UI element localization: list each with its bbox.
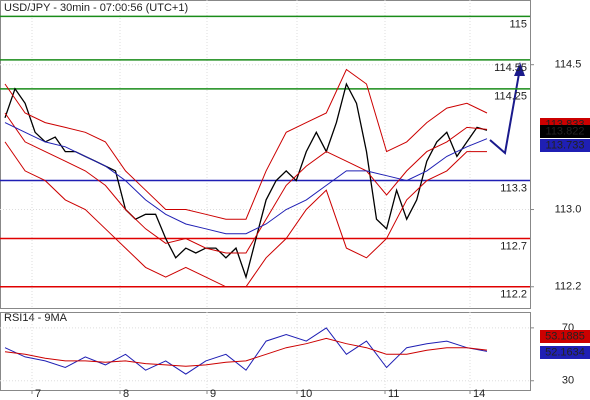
series-line — [4, 141, 487, 288]
level-label: 115 — [509, 18, 527, 30]
forecast-arrow — [489, 67, 521, 155]
price-box — [540, 139, 590, 152]
x-tick-label: 10 — [300, 388, 312, 400]
price-box — [540, 330, 590, 343]
price-box-label: 113.733 — [546, 139, 585, 151]
x-tick-label: 8 — [123, 388, 129, 400]
price-box-label: 52.1634 — [545, 346, 585, 358]
x-tick-label: 7 — [35, 388, 41, 400]
level-label: 114.25 — [494, 91, 527, 103]
price-box — [540, 346, 590, 359]
y-tick-label: 30 — [562, 375, 574, 387]
series-line — [4, 122, 488, 235]
price-box-label: 113.822 — [546, 125, 585, 137]
chart-title: USD/JPY - 30min - 07:00:56 (UTC+1) — [4, 2, 188, 14]
x-tick-label: 9 — [210, 388, 216, 400]
rsi-title: RSI14 - 9MA — [4, 312, 68, 324]
level-label: 113.3 — [500, 182, 527, 194]
y-tick-label: 113.0 — [555, 203, 582, 215]
series-line — [4, 337, 488, 367]
price-box-label: 53.1885 — [545, 330, 585, 342]
y-tick-label: 114.5 — [555, 59, 582, 71]
series-line — [4, 68, 488, 220]
level-label: 114.55 — [494, 62, 527, 74]
series-line — [4, 112, 488, 254]
series-line — [4, 327, 488, 375]
price-box — [540, 125, 590, 138]
arrow-head — [514, 62, 525, 76]
level-label: 112.7 — [500, 240, 527, 252]
x-tick-label: 14 — [473, 388, 485, 400]
x-tick-label: 11 — [388, 388, 399, 400]
rsi-frame — [0, 312, 531, 391]
main-frame — [0, 0, 531, 309]
level-label: 112.2 — [500, 289, 527, 301]
y-tick-label: 112.2 — [555, 281, 582, 293]
